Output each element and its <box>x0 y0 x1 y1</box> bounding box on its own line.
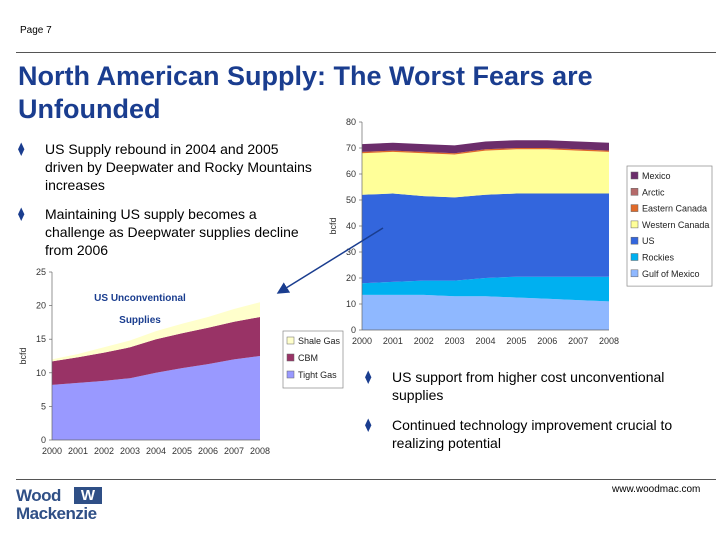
bullet-item: ⧫ Continued technology improvement cruci… <box>365 416 685 456</box>
legend-swatch <box>630 220 639 229</box>
area-series-us <box>362 193 609 284</box>
y-axis-label: bcfd <box>328 217 338 234</box>
legend-label: Tight Gas <box>298 370 337 380</box>
x-tick-label: 2004 <box>475 336 495 346</box>
x-tick-label: 2001 <box>68 446 88 456</box>
supply-chart: 0 10 20 30 40 50 60 70 80 2000 2001 2002 2003 2004 200… <box>328 117 713 346</box>
bullet-icon: ⧫ <box>365 417 372 432</box>
logo-w-mark: W <box>74 487 102 504</box>
y-tick-label: 20 <box>346 273 356 283</box>
y-tick-label: 15 <box>36 334 46 344</box>
legend-label: Rockies <box>642 253 675 263</box>
y-tick-label: 80 <box>346 117 356 127</box>
y-tick-label: 60 <box>346 169 356 179</box>
y-tick-label: 50 <box>346 195 356 205</box>
bullet-text: US support from higher cost unconvention… <box>392 369 665 403</box>
x-tick-label: 2008 <box>599 336 619 346</box>
legend-label: Gulf of Mexico <box>642 269 700 279</box>
area-series-shale-gas <box>52 302 260 362</box>
legend-swatch <box>286 353 295 362</box>
y-tick-label: 0 <box>41 435 46 445</box>
y-tick-label: 70 <box>346 143 356 153</box>
arrow-line <box>276 227 384 294</box>
y-tick-label: 30 <box>346 247 356 257</box>
legend-swatch <box>286 336 295 345</box>
area-series-tight-gas <box>52 356 260 440</box>
bottom-divider <box>16 479 716 480</box>
area-series-mexico <box>362 140 609 154</box>
area-series-gulf-of-mexico <box>362 294 609 330</box>
y-tick-label: 5 <box>41 401 46 411</box>
page-number: Page 7 <box>20 25 52 36</box>
y-tick-label: 10 <box>36 368 46 378</box>
x-tick-label: 2003 <box>120 446 140 456</box>
y-tick-label: 0 <box>351 325 356 335</box>
x-tick-label: 2001 <box>383 336 403 346</box>
bullet-text: US Supply rebound in 2004 and 2005 drive… <box>45 141 312 193</box>
x-tick-label: 2000 <box>352 336 372 346</box>
y-tick-label: 25 <box>36 267 46 277</box>
x-tick-label: 2006 <box>537 336 557 346</box>
callout-arrow <box>276 227 384 294</box>
chart-annotation: US Unconventional <box>94 293 186 304</box>
x-tick-label: 2004 <box>146 446 166 456</box>
legend-label: Eastern Canada <box>642 204 707 214</box>
area-series-eastern-canada <box>362 148 609 155</box>
x-tick-label: 2007 <box>568 336 588 346</box>
legend-label: Shale Gas <box>298 336 341 346</box>
x-tick-label: 2002 <box>94 446 114 456</box>
x-tick-label: 2003 <box>445 336 465 346</box>
bullet-item: ⧫ Maintaining US supply becomes a challe… <box>18 205 318 257</box>
top-divider <box>16 52 716 53</box>
logo-word-mackenzie: Mackenzie <box>16 504 97 523</box>
legend-label: Western Canada <box>642 220 709 230</box>
legend-swatch <box>630 171 639 180</box>
unconventional-chart: 0 5 10 15 20 25 2000 2001 2002 2003 2004 2005 2006 20… <box>14 262 344 462</box>
legend-swatch <box>286 370 295 379</box>
legend-label: Mexico <box>642 171 671 181</box>
y-tick-label: 10 <box>346 299 356 309</box>
slide-title: North American Supply: The Worst Fears a… <box>18 61 593 124</box>
bullet-icon: ⧫ <box>365 369 372 384</box>
wood-mackenzie-logo: Wood Mackenzie W <box>16 485 136 525</box>
website-url: www.woodmac.com <box>612 484 701 495</box>
bullet-icon: ⧫ <box>18 141 25 156</box>
legend-swatch <box>630 204 639 212</box>
y-tick-label: 20 <box>36 301 46 311</box>
x-tick-label: 2002 <box>414 336 434 346</box>
legend-label: US <box>642 236 655 246</box>
bullet-item: ⧫ US support from higher cost unconventi… <box>365 368 685 408</box>
area-series-western-canada <box>362 149 609 198</box>
bullet-item: ⧫ US Supply rebound in 2004 and 2005 dri… <box>18 140 318 200</box>
legend-box <box>626 165 713 287</box>
area-series-cbm <box>52 317 260 385</box>
bullet-icon: ⧫ <box>18 206 25 221</box>
legend-label: CBM <box>298 353 318 363</box>
chart-annotation: Supplies <box>119 315 161 326</box>
logo-word-wood: Wood <box>16 486 61 505</box>
x-tick-label: 2005 <box>172 446 192 456</box>
legend-swatch <box>630 188 639 196</box>
legend-swatch <box>630 253 639 261</box>
bullet-text: Maintaining US supply becomes a challeng… <box>45 206 299 257</box>
y-axis-label: bcfd <box>18 347 28 364</box>
bullet-text: Continued technology improvement crucial… <box>392 417 673 451</box>
x-tick-label: 2005 <box>506 336 526 346</box>
legend-label: Arctic <box>642 187 665 197</box>
y-tick-label: 40 <box>346 221 356 231</box>
x-tick-label: 2006 <box>198 446 218 456</box>
legend-swatch <box>630 269 639 278</box>
area-series-rockies <box>362 276 609 302</box>
x-tick-label: 2000 <box>42 446 62 456</box>
x-tick-label: 2007 <box>224 446 244 456</box>
legend-swatch <box>630 236 639 245</box>
x-tick-label: 2008 <box>250 446 270 456</box>
